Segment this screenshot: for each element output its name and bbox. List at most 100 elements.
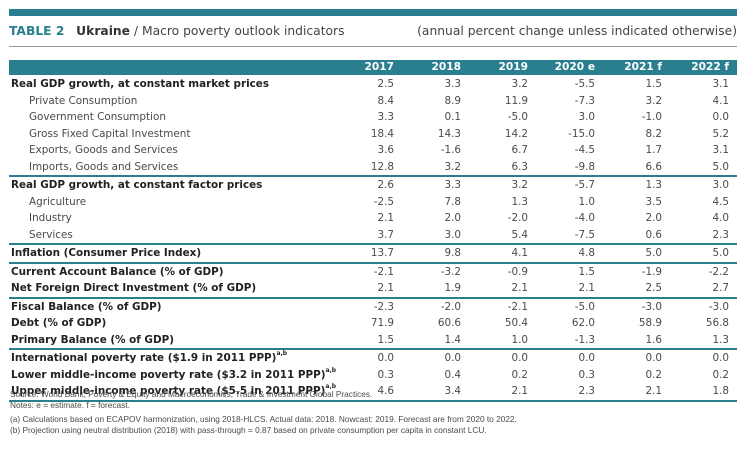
- value-cell: 1.3: [670, 331, 737, 350]
- value-cell: 2.1: [335, 280, 402, 299]
- row-label-text: Net Foreign Direct Investment (% of GDP): [11, 282, 257, 295]
- footnote-marker: a,b: [276, 350, 288, 358]
- value-cell: 4.5: [712, 195, 729, 208]
- value-cell: 71.9: [370, 317, 394, 330]
- row-label: Debt (% of GDP): [9, 315, 335, 332]
- value-cell: -2.3: [373, 300, 394, 313]
- table-row: Industry 2.1 2.0 -2.0 -4.0 2.0 4.0: [9, 210, 737, 227]
- title-separator: /: [130, 24, 142, 38]
- table-title: TABLE 2 Ukraine / Macro poverty outlook …: [9, 21, 737, 41]
- row-label: Fiscal Balance (% of GDP): [9, 298, 335, 316]
- top-accent-bar: [9, 9, 737, 16]
- value-cell: -7.3: [574, 94, 595, 107]
- value-cell: 14.3: [437, 127, 461, 140]
- value-cell: -2.5: [373, 195, 394, 208]
- value-cell: 0.0: [444, 352, 461, 365]
- row-label-text: Debt (% of GDP): [11, 317, 107, 330]
- footnote-b: (b) Projection using neutral distributio…: [10, 425, 487, 435]
- value-cell: 3.3: [377, 111, 394, 124]
- value-cell: 9.8: [402, 244, 469, 264]
- value-cell: 2.3: [670, 226, 737, 245]
- table-row: Services 3.7 3.0 5.4 -7.5 0.6 2.3: [9, 226, 737, 245]
- row-label: Current Account Balance (% of GDP): [9, 263, 335, 281]
- value-cell: 56.8: [705, 317, 729, 330]
- value-cell: 0.6: [603, 226, 670, 245]
- table-row: Inflation (Consumer Price Index) 13.7 9.8 4…: [9, 244, 737, 264]
- row-label-text: Government Consumption: [29, 111, 166, 124]
- value-cell: 1.0: [578, 195, 595, 208]
- value-cell: 2.1: [536, 280, 603, 299]
- table-row: Current Account Balance (% of GDP) -2.1 -3…: [9, 263, 737, 281]
- value-cell: 3.4: [402, 383, 469, 402]
- table-row: Primary Balance (% of GDP) 1.5 1.4 1.0 -1.3 1…: [9, 331, 737, 350]
- value-cell: 5.2: [712, 127, 729, 140]
- value-cell: -2.0: [507, 212, 528, 225]
- row-label-text: Agriculture: [29, 195, 87, 208]
- value-cell: 18.4: [370, 127, 394, 140]
- value-cell: -5.5: [574, 78, 595, 91]
- value-cell: 0.2: [511, 368, 528, 381]
- value-cell: 1.0: [469, 331, 536, 350]
- column-header-2017: 2017: [335, 60, 402, 75]
- table-row: Agriculture -2.5 7.8 1.3 1.0 3.5 4.5: [9, 194, 737, 211]
- value-cell: 5.0: [670, 158, 737, 177]
- value-cell: 8.2: [645, 127, 662, 140]
- column-header-2020e: 2020 e: [536, 60, 603, 75]
- table-row: Lower middle-income poverty rate ($3.2 i…: [9, 367, 737, 384]
- table-row: Real GDP growth, at constant market pric…: [9, 75, 737, 93]
- value-cell: 3.0: [578, 111, 595, 124]
- value-cell: 4.1: [712, 94, 729, 107]
- row-label-text: Inflation (Consumer Price Index): [11, 247, 202, 260]
- row-label: Gross Fixed Capital Investment: [9, 126, 335, 143]
- value-cell: -7.5: [536, 226, 603, 245]
- value-cell: 1.8: [670, 383, 737, 402]
- value-cell: 4.8: [536, 244, 603, 264]
- value-cell: 3.1: [712, 144, 729, 157]
- row-label-text: International poverty rate ($1.9 in 2011…: [11, 352, 277, 365]
- row-label-text: Industry: [29, 212, 72, 225]
- value-cell: 2.5: [603, 280, 670, 299]
- row-label: International poverty rate ($1.9 in 2011…: [9, 349, 335, 367]
- row-label-text: Private Consumption: [29, 94, 138, 107]
- value-cell: 0.2: [645, 368, 662, 381]
- value-cell: -1.3: [536, 331, 603, 350]
- value-cell: 3.5: [645, 195, 662, 208]
- value-cell: 2.7: [670, 280, 737, 299]
- value-cell: 3.3: [444, 78, 461, 91]
- value-cell: 2.0: [645, 212, 662, 225]
- value-cell: 0.0: [578, 352, 595, 365]
- value-cell: 1.3: [645, 179, 662, 192]
- row-label: Imports, Goods and Services: [9, 158, 335, 177]
- row-label: Exports, Goods and Services: [9, 142, 335, 159]
- value-cell: -5.0: [574, 300, 595, 313]
- row-label: Services: [9, 226, 335, 245]
- value-cell: 12.8: [335, 158, 402, 177]
- table-row: Exports, Goods and Services 3.6 -1.6 6.7 -4.…: [9, 142, 737, 159]
- value-cell: 2.1: [469, 383, 536, 402]
- value-cell: -4.0: [574, 212, 595, 225]
- value-cell: 1.6: [603, 331, 670, 350]
- row-label-text: Gross Fixed Capital Investment: [29, 127, 191, 140]
- row-label-text: Imports, Goods and Services: [29, 160, 179, 173]
- value-cell: 8.4: [377, 94, 394, 107]
- table-row: Gross Fixed Capital Investment 18.4 14.3 14…: [9, 126, 737, 143]
- footnote-a: (a) Calculations based on ECAPOV harmoni…: [10, 414, 517, 424]
- value-cell: 3.0: [402, 226, 469, 245]
- value-cell: 1.4: [402, 331, 469, 350]
- value-cell: 4.1: [469, 244, 536, 264]
- value-cell: -3.2: [440, 265, 461, 278]
- row-label: Upper middle-income poverty rate ($5.5 i…: [9, 383, 336, 402]
- table-number: TABLE 2: [9, 24, 65, 38]
- country-name: Ukraine: [76, 24, 131, 38]
- column-header-2022f: 2022 f: [670, 60, 737, 75]
- source-note: Source: World Bank, Poverty & Equity and…: [10, 389, 373, 399]
- value-cell: 1.3: [511, 195, 528, 208]
- value-cell: 5.0: [670, 244, 737, 264]
- value-cell: 6.3: [469, 158, 536, 177]
- row-label-text: Fiscal Balance (% of GDP): [11, 300, 162, 313]
- value-cell: 6.6: [603, 158, 670, 177]
- column-header-2018: 2018: [402, 60, 469, 75]
- table-row: Net Foreign Direct Investment (% of GDP)…: [9, 280, 737, 299]
- value-cell: 0.0: [712, 352, 729, 365]
- value-cell: -1.0: [641, 111, 662, 124]
